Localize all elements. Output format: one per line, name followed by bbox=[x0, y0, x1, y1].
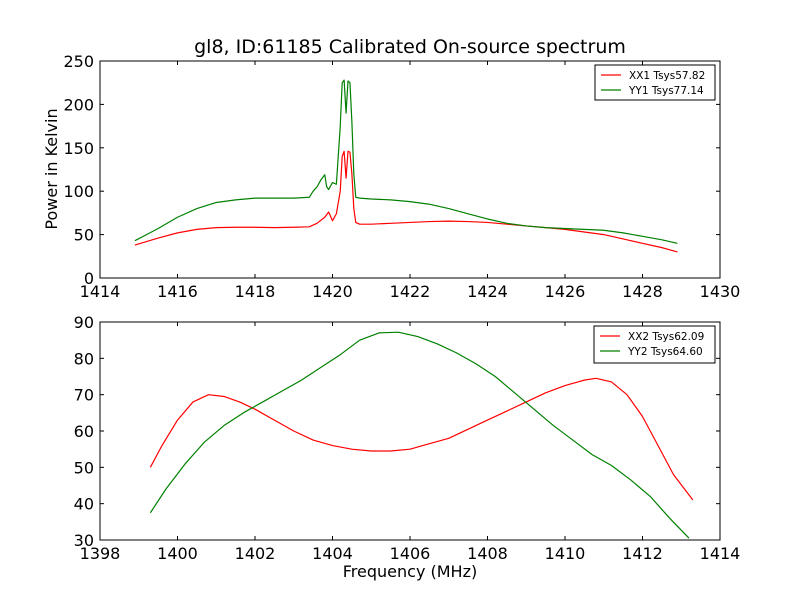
y-tick-label: 70 bbox=[74, 386, 94, 405]
x-axis-label: Frequency (MHz) bbox=[343, 562, 477, 581]
x-tick-label: 1406 bbox=[390, 544, 431, 563]
legend-box bbox=[593, 325, 716, 364]
y-tick-label: 200 bbox=[63, 95, 94, 114]
y-tick-label: 50 bbox=[74, 226, 94, 245]
x-tick-label: 1422 bbox=[390, 282, 431, 301]
x-tick-label: 1408 bbox=[467, 544, 508, 563]
x-tick-label: 1404 bbox=[312, 544, 353, 563]
y-tick-label: 90 bbox=[74, 313, 94, 332]
y-tick-label: 50 bbox=[74, 458, 94, 477]
legend-entry: YY2 Tsys64.60 bbox=[627, 346, 703, 358]
x-tick-label: 1410 bbox=[545, 544, 586, 563]
y-axis-label: Power in Kelvin bbox=[42, 108, 61, 229]
legend: XX2 Tsys62.09 YY2 Tsys64.60 bbox=[593, 325, 716, 364]
x-tick-label: 1398 bbox=[80, 544, 121, 563]
y-tick-label: 30 bbox=[74, 531, 94, 550]
x-tick-label: 1414 bbox=[80, 282, 121, 301]
y-tick-label: 60 bbox=[74, 422, 94, 441]
legend-entry: XX2 Tsys62.09 bbox=[628, 331, 704, 343]
top-panel: 1414 1416 1418 1420 1422 1424 1426 1428 1430 0 50 1… bbox=[63, 52, 740, 301]
x-tick-label: 1416 bbox=[157, 282, 198, 301]
y-tick-label: 0 bbox=[84, 269, 94, 288]
y-tick-label: 80 bbox=[74, 349, 94, 368]
x-tick-label: 1400 bbox=[157, 544, 198, 563]
y-tick-label: 150 bbox=[63, 139, 94, 158]
series-line-yy bbox=[149, 331, 690, 539]
bottom-panel: 1398 1400 1402 1404 1406 1408 1410 1412 1414 30 40… bbox=[74, 313, 741, 563]
series-line-xx bbox=[149, 377, 694, 501]
series-line-yy bbox=[134, 79, 678, 244]
x-tick-label: 1426 bbox=[545, 282, 586, 301]
x-tick-label: 1424 bbox=[467, 282, 508, 301]
legend-entry: XX1 Tsys57.82 bbox=[629, 70, 705, 82]
x-tick-label: 1418 bbox=[235, 282, 276, 301]
chart-title: gl8, ID:61185 Calibrated On-source spect… bbox=[194, 36, 626, 58]
x-tick-label: 1402 bbox=[235, 544, 276, 563]
x-tick-label: 1430 bbox=[700, 282, 741, 301]
y-tick-label: 40 bbox=[74, 495, 94, 514]
x-tick-label: 1428 bbox=[622, 282, 663, 301]
legend: XX1 Tsys57.82 YY1 Tsys77.14 bbox=[594, 64, 716, 101]
x-tick-label: 1414 bbox=[700, 544, 741, 563]
x-tick-label: 1420 bbox=[312, 282, 353, 301]
x-tick-label: 1412 bbox=[622, 544, 663, 563]
legend-entry: YY1 Tsys77.14 bbox=[628, 85, 704, 97]
legend-box bbox=[594, 64, 716, 101]
y-tick-label: 100 bbox=[63, 182, 94, 201]
y-tick-label: 250 bbox=[63, 52, 94, 71]
